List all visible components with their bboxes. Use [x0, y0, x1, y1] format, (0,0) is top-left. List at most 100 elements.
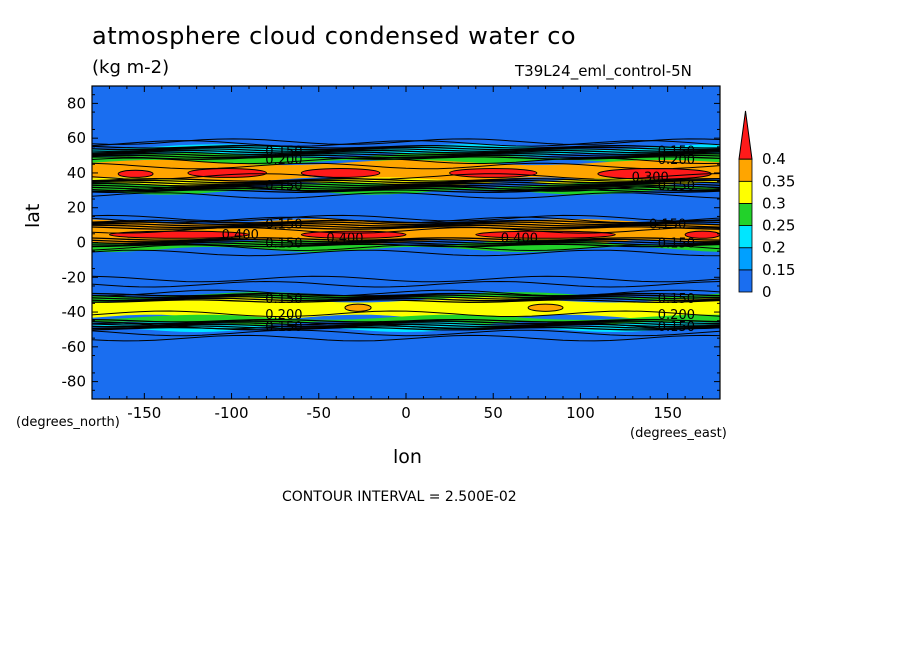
contour-label: 0.150	[265, 292, 302, 307]
x-tick-label: -50	[307, 404, 332, 422]
field-maximum-patch	[117, 169, 154, 178]
colorbar-swatch	[738, 158, 753, 182]
y-tick-label: -20	[62, 268, 87, 286]
contour-line	[92, 238, 720, 243]
colorbar-label: 0.15	[762, 261, 795, 279]
contour-label: 0.150	[265, 179, 302, 194]
contour-label: 0.150	[265, 320, 302, 335]
contour-line	[92, 299, 720, 303]
contour-line	[92, 318, 720, 323]
contour-line	[92, 297, 720, 302]
contour-line	[92, 181, 720, 185]
contour-line	[92, 222, 720, 227]
contour-line	[92, 329, 720, 337]
y-tick-label: -60	[62, 338, 87, 356]
y-tick-label: 40	[67, 164, 86, 182]
contour-line	[92, 237, 720, 241]
contour-line	[92, 221, 720, 226]
x-tick-label: 50	[484, 404, 503, 422]
contour-label: 0.200	[265, 308, 302, 323]
colorbar-swatch	[738, 180, 753, 204]
contour-label: 0.150	[658, 292, 695, 307]
contour-line	[92, 216, 720, 224]
y-tick-label: 60	[67, 129, 86, 147]
y-tick-label: 0	[76, 234, 86, 252]
contour-line	[92, 289, 720, 297]
y-axis-label: lat	[22, 203, 44, 228]
y-units-note: (degrees_north)	[16, 415, 120, 430]
contour-line	[92, 240, 720, 245]
colorbar-swatch	[738, 225, 753, 249]
units-label: (kg m-2)	[92, 57, 170, 78]
contour-line	[92, 138, 720, 145]
x-axis-label: lon	[393, 446, 422, 468]
contour-line	[92, 249, 720, 257]
colorbar-swatch	[738, 247, 753, 271]
field-maximum-patch	[187, 167, 267, 178]
contour-line	[92, 173, 720, 180]
field-maximum-patch	[344, 303, 372, 312]
y-tick-label: 80	[67, 94, 86, 112]
contour-line	[92, 184, 720, 189]
y-tick-label: -40	[62, 303, 87, 321]
x-tick-label: -100	[215, 404, 249, 422]
contour-line	[92, 214, 720, 222]
contour-line	[92, 334, 720, 342]
contour-label: 0.150	[658, 179, 695, 194]
contour-line	[92, 162, 720, 170]
contour-label: 0.400	[501, 231, 538, 246]
contour-line	[92, 148, 720, 152]
contour-label: 0.200	[658, 153, 695, 168]
contour-label: 0.150	[658, 320, 695, 335]
contour-line	[92, 320, 720, 325]
contour-label: 0.150	[265, 217, 302, 232]
contour-line	[92, 145, 720, 149]
colorbar-swatch	[738, 203, 753, 226]
colorbar-swatch	[738, 269, 753, 293]
contour-line	[92, 154, 720, 159]
colorbar-label: 0.2	[762, 239, 786, 257]
contour-line	[92, 178, 720, 182]
contour-label: 0.300	[632, 170, 669, 185]
contour-line	[92, 226, 720, 234]
contour-line	[92, 241, 720, 246]
colorbar-label: 0.35	[762, 172, 795, 190]
contour-line	[92, 294, 720, 299]
colorbar-label: 0.4	[762, 150, 786, 168]
colorbar-label: 0.3	[762, 194, 786, 212]
contour-line	[92, 140, 720, 147]
contour-line	[92, 224, 720, 229]
contour-label: 0.150	[649, 217, 686, 232]
colorbar-extend-arrow	[738, 110, 753, 160]
contour-label: 0.150	[658, 144, 695, 159]
contour-line	[92, 192, 720, 199]
y-tick-label: 20	[67, 199, 86, 217]
contour-label: 0.400	[222, 228, 259, 243]
colorbar-label: 0.25	[762, 217, 795, 235]
contour-line	[92, 244, 720, 252]
contour-label: 0.200	[265, 153, 302, 168]
run-id-label: T39L24_eml_control-5N	[515, 62, 692, 80]
contour-line	[92, 322, 720, 326]
contour-line	[92, 179, 720, 184]
field-maximum-patch	[449, 167, 538, 178]
x-tick-label: 0	[401, 404, 411, 422]
contour-label: 0.200	[658, 308, 695, 323]
contour-line	[92, 157, 720, 165]
x-tick-label: 100	[566, 404, 595, 422]
y-tick-label: -80	[62, 373, 87, 391]
contour-line	[92, 322, 720, 330]
contour-line	[92, 153, 720, 157]
chart-title: atmosphere cloud condensed water co	[92, 22, 577, 50]
contour-line	[92, 146, 720, 151]
x-tick-label: 150	[653, 404, 682, 422]
contour-label: 0.400	[326, 231, 363, 246]
x-tick-label: -150	[127, 404, 161, 422]
x-units-note: (degrees_east)	[630, 426, 727, 441]
contour-line	[92, 189, 720, 193]
contour-line	[92, 296, 720, 300]
contour-label: 0.150	[265, 237, 302, 252]
contour-label: 0.150	[265, 144, 302, 159]
